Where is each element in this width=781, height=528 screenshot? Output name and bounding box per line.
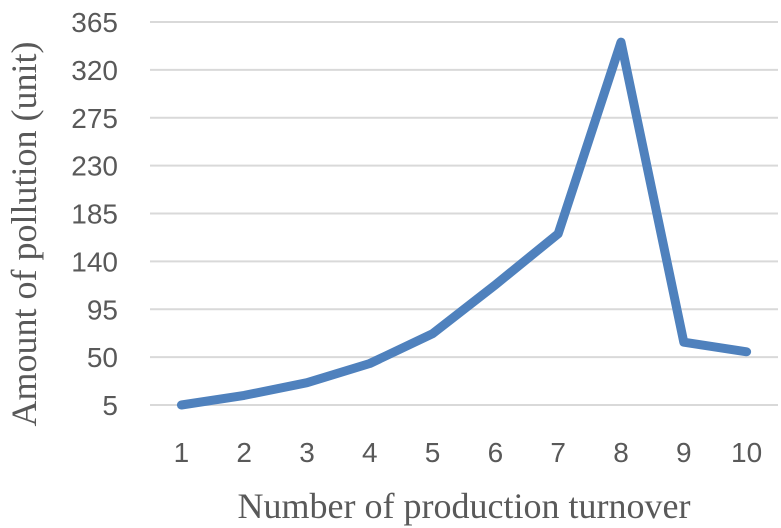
x-axis-ticks: 1 2 3 4 5 6 7 8 9 10: [174, 437, 763, 468]
x-tick-label: 2: [236, 437, 252, 468]
x-tick-label: 9: [676, 437, 692, 468]
x-tick-label: 10: [731, 437, 762, 468]
y-tick-label: 95: [87, 294, 118, 325]
y-tick-label: 230: [71, 151, 118, 182]
x-tick-label: 1: [174, 437, 190, 468]
x-tick-label: 4: [362, 437, 378, 468]
y-tick-label: 5: [102, 390, 118, 421]
gridlines: [150, 21, 778, 406]
y-axis-title: Amount of pollution (unit): [4, 42, 44, 427]
y-tick-label: 140: [71, 246, 118, 277]
x-tick-label: 3: [299, 437, 315, 468]
series-line-1: [176, 37, 752, 410]
x-tick-label: 5: [425, 437, 441, 468]
y-tick-label: 275: [71, 103, 118, 134]
x-tick-label: 6: [488, 437, 504, 468]
series-layer: [176, 37, 752, 410]
x-tick-label: 8: [613, 437, 629, 468]
y-tick-label: 185: [71, 199, 118, 230]
y-tick-label: 50: [87, 342, 118, 373]
y-axis-ticks: 5 50 95 140 185 230 275 320 365: [71, 7, 118, 421]
y-tick-label: 320: [71, 55, 118, 86]
y-tick-label: 365: [71, 7, 118, 38]
x-axis-title: Number of production turnover: [238, 486, 691, 526]
x-tick-label: 7: [550, 437, 566, 468]
